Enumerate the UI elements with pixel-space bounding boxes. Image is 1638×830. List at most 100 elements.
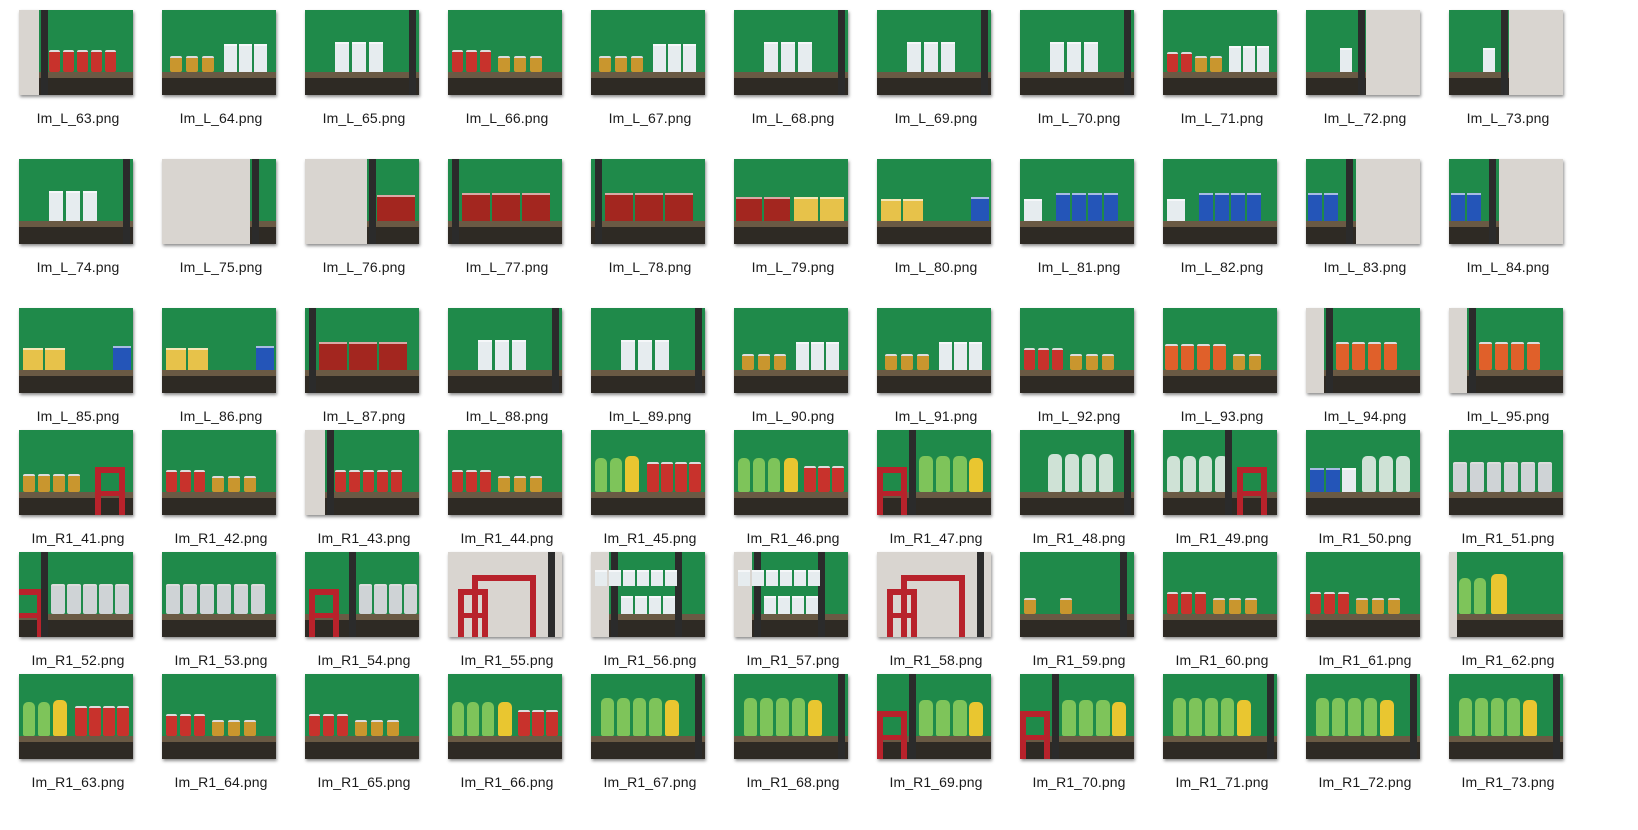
file-name-label[interactable]: Im_R1_47.png	[889, 530, 983, 546]
file-thumbnail[interactable]	[734, 430, 848, 515]
file-item[interactable]: Im_R1_49.png	[1159, 430, 1279, 560]
file-item[interactable]: Im_R1_44.png	[444, 430, 564, 560]
file-thumbnail[interactable]	[1306, 430, 1420, 515]
file-name-label[interactable]: Im_L_94.png	[1323, 408, 1407, 424]
file-name-label[interactable]: Im_R1_42.png	[174, 530, 268, 546]
file-name-label[interactable]: Im_R1_63.png	[31, 774, 125, 790]
file-item[interactable]: Im_L_65.png	[301, 10, 421, 140]
file-name-label[interactable]: Im_R1_56.png	[603, 652, 697, 668]
file-item[interactable]: Im_R1_59.png	[1016, 552, 1136, 682]
file-thumbnail[interactable]	[305, 552, 419, 637]
file-item[interactable]: Im_L_67.png	[587, 10, 707, 140]
file-thumbnail[interactable]	[1163, 674, 1277, 759]
file-thumbnail[interactable]	[162, 552, 276, 637]
file-name-label[interactable]: Im_R1_41.png	[31, 530, 125, 546]
file-item[interactable]: Im_L_95.png	[1445, 308, 1565, 438]
file-item[interactable]: Im_L_79.png	[730, 159, 850, 289]
file-thumbnail[interactable]	[448, 159, 562, 244]
file-item[interactable]: Im_R1_43.png	[301, 430, 421, 560]
file-thumbnail[interactable]	[734, 10, 848, 95]
file-thumbnail[interactable]	[591, 552, 705, 637]
file-thumbnail[interactable]	[1306, 674, 1420, 759]
file-item[interactable]: Im_R1_52.png	[15, 552, 135, 682]
file-name-label[interactable]: Im_R1_49.png	[1175, 530, 1269, 546]
file-thumbnail[interactable]	[591, 10, 705, 95]
file-name-label[interactable]: Im_L_82.png	[1180, 259, 1264, 275]
file-thumbnail[interactable]	[448, 430, 562, 515]
file-thumbnail[interactable]	[734, 552, 848, 637]
file-item[interactable]: Im_L_94.png	[1302, 308, 1422, 438]
file-thumbnail[interactable]	[1306, 308, 1420, 393]
file-name-label[interactable]: Im_R1_46.png	[746, 530, 840, 546]
file-name-label[interactable]: Im_L_69.png	[894, 110, 978, 126]
file-name-label[interactable]: Im_R1_64.png	[174, 774, 268, 790]
file-thumbnail[interactable]	[162, 10, 276, 95]
file-item[interactable]: Im_L_77.png	[444, 159, 564, 289]
file-name-label[interactable]: Im_L_75.png	[179, 259, 263, 275]
file-thumbnail[interactable]	[305, 10, 419, 95]
file-item[interactable]: Im_L_81.png	[1016, 159, 1136, 289]
file-item[interactable]: Im_R1_67.png	[587, 674, 707, 804]
file-thumbnail[interactable]	[448, 10, 562, 95]
file-item[interactable]: Im_L_88.png	[444, 308, 564, 438]
file-name-label[interactable]: Im_L_92.png	[1037, 408, 1121, 424]
file-name-label[interactable]: Im_L_66.png	[465, 110, 549, 126]
file-name-label[interactable]: Im_L_64.png	[179, 110, 263, 126]
file-item[interactable]: Im_L_87.png	[301, 308, 421, 438]
file-thumbnail[interactable]	[591, 674, 705, 759]
file-thumbnail[interactable]	[877, 552, 991, 637]
file-thumbnail[interactable]	[19, 674, 133, 759]
file-name-label[interactable]: Im_L_80.png	[894, 259, 978, 275]
file-thumbnail[interactable]	[1163, 552, 1277, 637]
file-item[interactable]: Im_L_73.png	[1445, 10, 1565, 140]
file-thumbnail[interactable]	[1020, 10, 1134, 95]
file-item[interactable]: Im_R1_57.png	[730, 552, 850, 682]
file-item[interactable]: Im_L_70.png	[1016, 10, 1136, 140]
file-name-label[interactable]: Im_L_68.png	[751, 110, 835, 126]
file-name-label[interactable]: Im_L_67.png	[608, 110, 692, 126]
file-item[interactable]: Im_L_85.png	[15, 308, 135, 438]
file-thumbnail[interactable]	[877, 10, 991, 95]
file-item[interactable]: Im_L_90.png	[730, 308, 850, 438]
file-thumbnail[interactable]	[162, 430, 276, 515]
file-item[interactable]: Im_L_91.png	[873, 308, 993, 438]
file-thumbnail[interactable]	[877, 674, 991, 759]
file-thumbnail[interactable]	[19, 430, 133, 515]
file-thumbnail[interactable]	[162, 159, 276, 244]
file-name-label[interactable]: Im_R1_59.png	[1032, 652, 1126, 668]
file-name-label[interactable]: Im_R1_73.png	[1461, 774, 1555, 790]
file-item[interactable]: Im_R1_72.png	[1302, 674, 1422, 804]
file-item[interactable]: Im_R1_70.png	[1016, 674, 1136, 804]
file-name-label[interactable]: Im_L_71.png	[1180, 110, 1264, 126]
file-name-label[interactable]: Im_R1_65.png	[317, 774, 411, 790]
file-name-label[interactable]: Im_R1_66.png	[460, 774, 554, 790]
file-thumbnail[interactable]	[1020, 308, 1134, 393]
file-thumbnail[interactable]	[591, 159, 705, 244]
file-item[interactable]: Im_L_89.png	[587, 308, 707, 438]
file-name-label[interactable]: Im_R1_67.png	[603, 774, 697, 790]
file-name-label[interactable]: Im_R1_55.png	[460, 652, 554, 668]
file-thumbnail[interactable]	[448, 552, 562, 637]
file-thumbnail[interactable]	[19, 10, 133, 95]
file-item[interactable]: Im_L_69.png	[873, 10, 993, 140]
file-name-label[interactable]: Im_R1_48.png	[1032, 530, 1126, 546]
file-name-label[interactable]: Im_L_77.png	[465, 259, 549, 275]
file-item[interactable]: Im_R1_50.png	[1302, 430, 1422, 560]
file-item[interactable]: Im_R1_64.png	[158, 674, 278, 804]
file-item[interactable]: Im_R1_60.png	[1159, 552, 1279, 682]
file-item[interactable]: Im_L_76.png	[301, 159, 421, 289]
file-thumbnail[interactable]	[734, 308, 848, 393]
file-name-label[interactable]: Im_R1_58.png	[889, 652, 983, 668]
file-thumbnail[interactable]	[1306, 552, 1420, 637]
file-name-label[interactable]: Im_R1_52.png	[31, 652, 125, 668]
file-item[interactable]: Im_R1_55.png	[444, 552, 564, 682]
file-item[interactable]: Im_L_63.png	[15, 10, 135, 140]
file-item[interactable]: Im_R1_66.png	[444, 674, 564, 804]
file-thumbnail[interactable]	[19, 308, 133, 393]
file-thumbnail[interactable]	[1449, 10, 1563, 95]
file-item[interactable]: Im_L_82.png	[1159, 159, 1279, 289]
file-thumbnail[interactable]	[877, 159, 991, 244]
file-name-label[interactable]: Im_R1_44.png	[460, 530, 554, 546]
file-name-label[interactable]: Im_R1_57.png	[746, 652, 840, 668]
file-name-label[interactable]: Im_R1_69.png	[889, 774, 983, 790]
